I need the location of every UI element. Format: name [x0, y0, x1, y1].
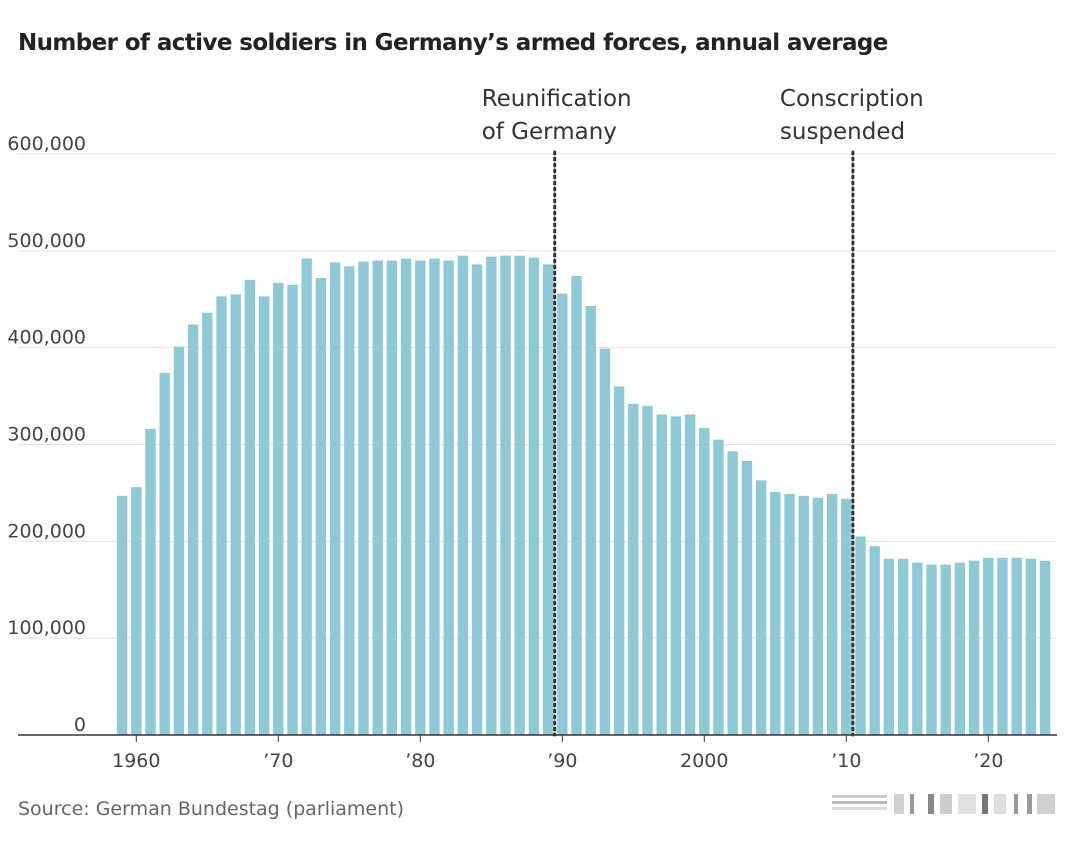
publisher-logo-mark	[832, 794, 1055, 814]
bar	[457, 255, 469, 736]
bar	[713, 439, 724, 735]
bar-series	[116, 255, 1051, 736]
bar	[1025, 558, 1037, 735]
bar	[983, 557, 994, 735]
bar	[784, 493, 795, 735]
bar	[585, 306, 596, 735]
bar	[954, 562, 966, 735]
annotation-label: Conscription	[780, 86, 924, 112]
bar	[869, 546, 880, 735]
bar	[826, 493, 838, 735]
x-tick-label: ’70	[263, 750, 293, 772]
x-tick-label: 1960	[112, 750, 160, 772]
bar	[372, 260, 383, 735]
x-tick-label: ’20	[973, 750, 1003, 772]
annotation-label: suspended	[780, 119, 905, 145]
x-tick-label: ’90	[547, 750, 577, 772]
bar	[500, 255, 511, 736]
bar	[883, 558, 895, 735]
bar	[812, 497, 824, 735]
bar	[187, 324, 199, 735]
x-axis-ticks: 1960 ’70 ’80 ’90 2000 ’10 ’20	[112, 735, 1003, 772]
source-note: Source: German Bundestag (parliament)	[18, 798, 405, 820]
bar	[684, 414, 696, 735]
bar	[400, 258, 412, 735]
bar	[273, 282, 284, 735]
y-tick-label: 400,000	[7, 327, 86, 349]
bar	[755, 480, 767, 735]
bar	[968, 560, 980, 735]
bar	[486, 256, 497, 735]
bar	[699, 428, 710, 735]
bar	[315, 277, 327, 735]
y-axis-ticks: 600,000 500,000 400,000 300,000 200,000 100,0…	[7, 133, 86, 736]
bar	[287, 284, 298, 735]
bar	[429, 258, 440, 735]
bar	[1011, 557, 1022, 735]
y-tick-label: 200,000	[7, 520, 86, 542]
bar	[741, 460, 753, 735]
bar	[145, 429, 156, 735]
bar	[358, 261, 369, 735]
bar	[471, 264, 483, 735]
y-tick-label: 0	[74, 714, 86, 736]
bar	[344, 266, 355, 735]
bar	[216, 296, 227, 735]
bar	[230, 294, 241, 735]
x-tick-label: ’10	[831, 750, 861, 772]
bar	[613, 386, 625, 735]
bar	[415, 260, 426, 735]
chart-title: Number of active soldiers in Germany’s a…	[18, 30, 888, 56]
bar	[386, 260, 398, 735]
bar	[841, 498, 852, 735]
x-tick-label: 2000	[680, 750, 728, 772]
bar	[997, 557, 1008, 735]
annotations: Reunification of Germany Conscription suspe…	[482, 86, 924, 737]
bar	[656, 414, 667, 735]
bar	[528, 257, 540, 735]
bar	[202, 312, 213, 735]
bar	[628, 403, 639, 735]
bar	[855, 536, 866, 735]
bar	[571, 276, 582, 735]
bar	[798, 495, 809, 735]
bar	[116, 495, 128, 735]
bar	[514, 255, 525, 736]
bar	[557, 293, 568, 735]
x-tick-label: ’80	[405, 750, 435, 772]
bar	[258, 296, 270, 735]
bar	[1039, 560, 1051, 735]
y-tick-label: 100,000	[7, 617, 86, 639]
bar	[670, 416, 682, 735]
y-tick-label: 600,000	[7, 133, 86, 155]
bar	[926, 564, 937, 735]
bar	[897, 558, 909, 735]
bar	[912, 562, 923, 735]
bar-chart: Reunification of Germany Conscription suspe…	[7, 86, 1057, 772]
bar	[940, 564, 951, 735]
bar	[770, 491, 781, 735]
bar	[542, 264, 554, 735]
annotation-label: Reunification	[482, 86, 632, 112]
bar	[244, 279, 256, 735]
bar	[131, 487, 142, 735]
bar	[329, 262, 341, 735]
bar	[599, 348, 611, 735]
bar	[727, 451, 738, 735]
y-tick-label: 300,000	[7, 424, 86, 446]
bar	[642, 405, 653, 735]
y-tick-label: 500,000	[7, 230, 86, 252]
bar	[173, 346, 185, 735]
annotation-label: of Germany	[482, 119, 617, 145]
bar	[301, 258, 312, 735]
bar	[159, 372, 170, 735]
bar	[443, 260, 454, 735]
